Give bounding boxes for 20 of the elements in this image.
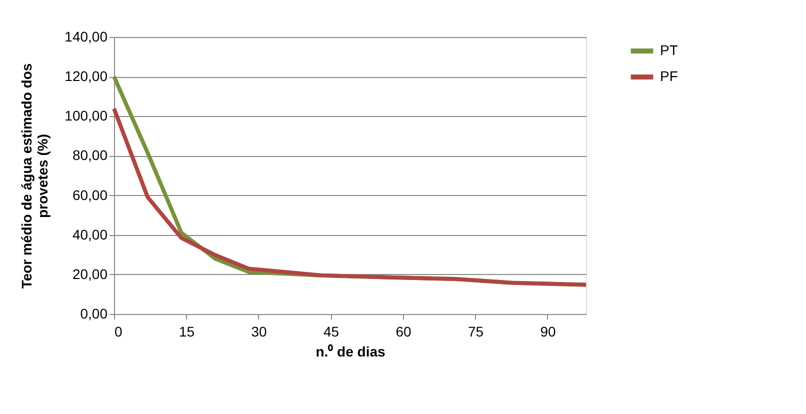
x-tick-label: 60 (396, 324, 412, 340)
y-axis-title: Teor médio de água estimado dos provetes (%) (18, 63, 51, 289)
x-tick-label: 0 (114, 324, 122, 340)
x-tick-label: 75 (468, 324, 484, 340)
y-tick-label: 60,00 (72, 186, 108, 203)
y-tick-label: 40,00 (72, 226, 108, 242)
y-tick-label: 20,00 (72, 266, 108, 282)
legend-label: PT (660, 42, 678, 58)
y-tick-label: 80,00 (72, 147, 108, 164)
x-tick-label: 30 (251, 324, 267, 340)
legend-label: PF (660, 68, 678, 84)
y-tick-label: 100,00 (64, 108, 108, 124)
x-tick-label: 45 (323, 324, 340, 340)
x-tick-label: 15 (178, 324, 195, 340)
line-series (112, 106, 588, 287)
x-tick-label: 90 (540, 324, 556, 340)
x-axis-title: n.⁰ de dias (316, 344, 386, 360)
y-tick-label: 140,00 (64, 28, 108, 44)
y-tick-label: 0,00 (80, 306, 108, 322)
y-tick-label: 120,00 (64, 68, 108, 84)
